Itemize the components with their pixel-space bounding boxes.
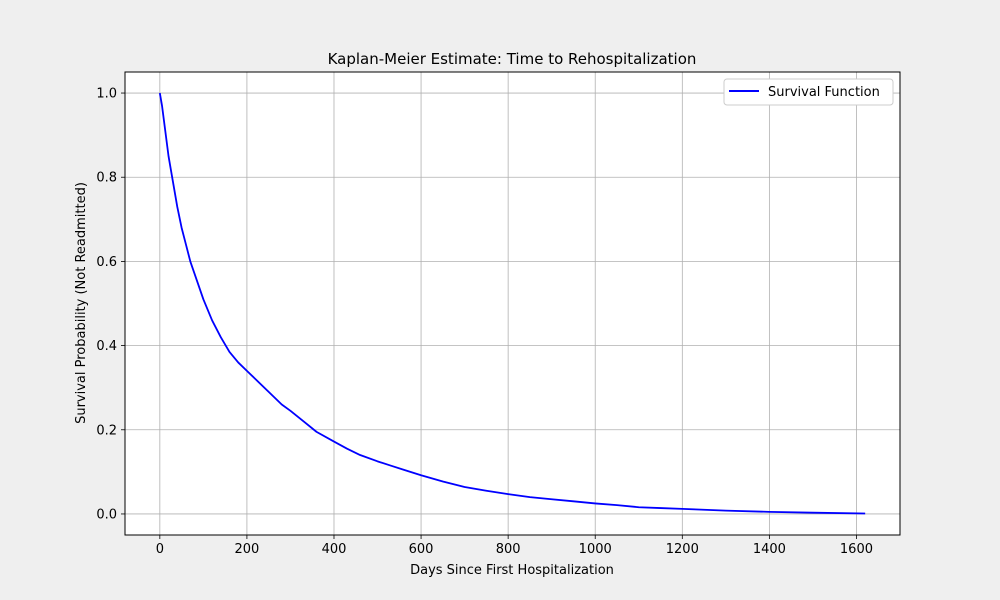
x-tick-label: 400 — [322, 542, 347, 557]
plot-area — [125, 72, 900, 535]
legend-label-survival-function: Survival Function — [768, 85, 880, 100]
x-axis-label: Days Since First Hospitalization — [410, 563, 614, 578]
plot-frame — [124, 71, 901, 536]
y-tick-label: 0.4 — [96, 339, 117, 354]
x-tick-label: 200 — [234, 542, 259, 557]
survival-function-line — [158, 92, 866, 515]
legend-box — [723, 78, 894, 106]
x-tick-label: 600 — [409, 542, 434, 557]
x-tick-label: 0 — [156, 542, 164, 557]
y-tick-label: 1.0 — [96, 87, 117, 102]
y-tick-label: 0.0 — [96, 507, 117, 522]
legend: Survival Function — [723, 78, 894, 106]
axis-ticks: 0 200 400 600 800 1000 1200 1400 1600 0.0 0.2 0.4 0.… — [96, 87, 873, 557]
y-axis-label: Survival Probability (Not Readmitted) — [74, 182, 89, 424]
x-tick-label: 1600 — [840, 542, 873, 557]
y-tick-label: 0.8 — [96, 171, 117, 186]
chart-title: Kaplan-Meier Estimate: Time to Rehospita… — [328, 50, 697, 68]
x-tick-label: 1400 — [753, 542, 786, 557]
x-tick-label: 800 — [496, 542, 521, 557]
grid-lines — [125, 72, 900, 535]
y-tick-label: 0.6 — [96, 255, 117, 270]
x-tick-label: 1200 — [666, 542, 699, 557]
x-tick-label: 1000 — [579, 542, 612, 557]
y-tick-label: 0.2 — [96, 423, 117, 438]
series-layer — [158, 92, 866, 515]
